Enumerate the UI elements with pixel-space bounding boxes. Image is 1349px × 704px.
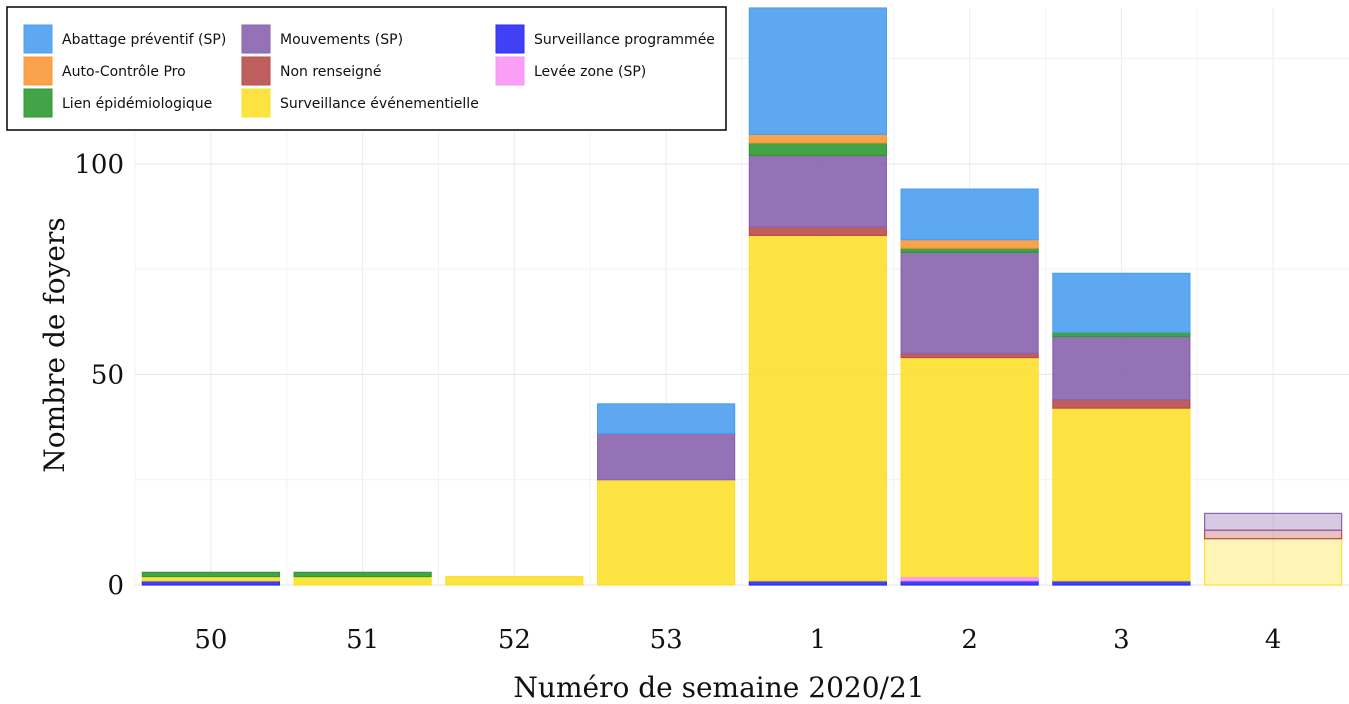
bar-segment <box>1204 512 1343 531</box>
bar-segment <box>293 571 432 578</box>
bars <box>141 7 1343 586</box>
legend-swatch <box>23 24 53 54</box>
bar-segment <box>900 247 1039 253</box>
x-tick-label: 2 <box>961 625 978 655</box>
bar-segment <box>1052 580 1191 586</box>
bar-segment <box>900 352 1039 359</box>
bar-segment <box>293 575 432 586</box>
y-tick-labels: 0 50 100 <box>74 150 124 601</box>
bar-segment <box>900 239 1039 249</box>
bar-segment <box>141 580 280 586</box>
legend-swatch <box>241 88 271 118</box>
bar-segment <box>597 403 736 434</box>
legend-swatch <box>241 56 271 86</box>
bar-segment <box>1052 335 1191 401</box>
x-tick-label: 53 <box>650 625 683 655</box>
bar-segment <box>597 432 736 481</box>
bar-segment <box>597 479 736 586</box>
legend-swatch <box>495 24 525 54</box>
bar-segment <box>141 571 280 578</box>
bar-segment <box>748 234 887 582</box>
bar-segment <box>748 133 887 144</box>
legend-swatch <box>23 56 53 86</box>
bar-segment <box>445 575 584 586</box>
bar-segment <box>900 580 1039 586</box>
bar-segment <box>900 575 1039 582</box>
bar-segment <box>900 188 1039 241</box>
x-tick-labels: 50 51 52 53 1 2 3 4 <box>194 625 1281 655</box>
y-axis-title: Nombre de foyers <box>38 217 71 472</box>
legend-swatch <box>241 24 271 54</box>
legend-label: Mouvements (SP) <box>280 32 403 48</box>
y-tick-label: 50 <box>91 360 124 390</box>
legend-label: Surveillance programmée <box>534 32 715 48</box>
bar-segment <box>900 251 1039 354</box>
legend-label: Levée zone (SP) <box>534 64 646 80</box>
x-tick-label: 1 <box>810 625 827 655</box>
bar-segment <box>748 142 887 157</box>
bar-segment <box>900 356 1039 578</box>
bar-segment <box>1052 331 1191 338</box>
legend-swatch <box>23 88 53 118</box>
legend: Abattage préventif (SP) Auto-Contrôle Pro… <box>6 6 727 131</box>
x-axis-title: Numéro de semaine 2020/21 <box>513 671 924 704</box>
bar-segment <box>748 7 887 135</box>
bar-segment <box>1204 538 1343 586</box>
bar-segment <box>748 226 887 237</box>
legend-label: Auto-Contrôle Pro <box>62 64 186 80</box>
bar-segment <box>748 154 887 228</box>
y-tick-label: 100 <box>74 150 124 180</box>
bar-segment <box>1052 407 1191 582</box>
bar-segment <box>1052 399 1191 409</box>
y-tick-label: 0 <box>107 571 124 601</box>
legend-label: Abattage préventif (SP) <box>62 32 226 48</box>
x-tick-label: 51 <box>346 625 379 655</box>
legend-swatch <box>495 56 525 86</box>
legend-label: Lien épidémiologique <box>62 96 212 112</box>
legend-label: Surveillance événementielle <box>280 96 479 112</box>
bar-segment <box>1204 529 1343 540</box>
bar-segment <box>141 575 280 582</box>
x-tick-label: 50 <box>194 625 227 655</box>
bar-segment <box>748 580 887 586</box>
legend-label: Non renseigné <box>280 64 381 80</box>
bar-segment <box>1052 272 1191 333</box>
x-tick-label: 52 <box>498 625 531 655</box>
x-tick-label: 4 <box>1265 625 1282 655</box>
x-tick-label: 3 <box>1113 625 1130 655</box>
legend-box <box>6 6 727 131</box>
